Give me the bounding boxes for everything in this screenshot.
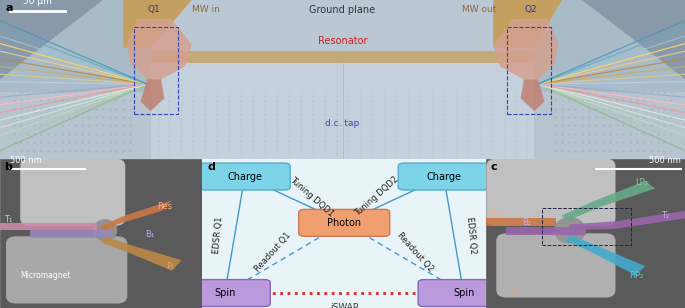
Text: Readout Q2: Readout Q2 xyxy=(395,230,435,274)
Polygon shape xyxy=(582,0,685,79)
Polygon shape xyxy=(570,211,685,230)
Text: b: b xyxy=(4,162,12,172)
Ellipse shape xyxy=(93,219,117,241)
Bar xyxy=(507,27,551,114)
Text: LP₂: LP₂ xyxy=(635,178,648,187)
FancyBboxPatch shape xyxy=(496,233,615,298)
Bar xyxy=(151,51,534,63)
Polygon shape xyxy=(493,0,562,47)
Text: P₁: P₁ xyxy=(166,262,174,271)
Bar xyxy=(542,208,632,245)
Text: Micromagnet: Micromagnet xyxy=(21,271,71,280)
Polygon shape xyxy=(566,235,645,275)
Text: EDSR Q1: EDSR Q1 xyxy=(212,216,224,254)
Text: MW in: MW in xyxy=(192,5,219,14)
Text: Q1: Q1 xyxy=(148,5,160,14)
Polygon shape xyxy=(493,19,558,79)
Polygon shape xyxy=(486,218,556,226)
Bar xyxy=(151,63,534,159)
Polygon shape xyxy=(0,0,151,92)
Polygon shape xyxy=(127,19,192,79)
Text: Q2: Q2 xyxy=(525,5,537,14)
Text: Charge: Charge xyxy=(426,172,461,181)
Polygon shape xyxy=(101,201,172,233)
Text: Spin: Spin xyxy=(214,288,236,298)
Text: Tuning DQD2: Tuning DQD2 xyxy=(353,175,401,218)
Text: Res: Res xyxy=(490,209,506,218)
Text: 500 nm: 500 nm xyxy=(649,156,681,164)
Polygon shape xyxy=(521,79,545,111)
Text: B₂: B₂ xyxy=(522,218,532,227)
Text: P₂: P₂ xyxy=(510,289,519,298)
FancyBboxPatch shape xyxy=(299,209,390,236)
FancyBboxPatch shape xyxy=(418,280,509,306)
Text: d.c. tap: d.c. tap xyxy=(325,119,360,128)
Text: RP₂: RP₂ xyxy=(630,271,644,280)
Polygon shape xyxy=(140,79,164,111)
Text: MW out: MW out xyxy=(462,5,497,14)
FancyBboxPatch shape xyxy=(398,163,489,190)
FancyBboxPatch shape xyxy=(6,236,127,303)
Polygon shape xyxy=(534,0,685,92)
Text: B₁: B₁ xyxy=(145,230,155,239)
Text: Readout Q1: Readout Q1 xyxy=(253,230,293,274)
Text: Photon: Photon xyxy=(327,218,361,228)
Ellipse shape xyxy=(554,217,586,244)
Polygon shape xyxy=(0,0,103,79)
Text: Ground plane: Ground plane xyxy=(310,5,375,15)
Polygon shape xyxy=(101,236,182,271)
Text: iSWAP: iSWAP xyxy=(330,303,358,308)
Text: EDSR Q2: EDSR Q2 xyxy=(464,216,477,254)
FancyBboxPatch shape xyxy=(199,163,290,190)
Text: T₂: T₂ xyxy=(661,211,669,220)
Polygon shape xyxy=(123,0,192,47)
Text: 500 nm: 500 nm xyxy=(10,156,42,164)
Polygon shape xyxy=(562,181,655,221)
Polygon shape xyxy=(30,230,111,238)
FancyBboxPatch shape xyxy=(486,159,615,226)
Polygon shape xyxy=(0,223,97,230)
Text: Spin: Spin xyxy=(453,288,474,298)
Text: c: c xyxy=(490,162,497,172)
FancyBboxPatch shape xyxy=(20,159,125,226)
Text: T₁: T₁ xyxy=(4,215,12,224)
Text: a: a xyxy=(5,3,13,13)
Text: Charge: Charge xyxy=(227,172,262,181)
Bar xyxy=(134,27,178,114)
Polygon shape xyxy=(506,227,586,235)
FancyBboxPatch shape xyxy=(179,280,271,306)
Text: 50 μm: 50 μm xyxy=(23,0,52,6)
Text: Res: Res xyxy=(158,202,173,211)
Polygon shape xyxy=(151,0,534,55)
Text: Resonator: Resonator xyxy=(318,36,367,46)
Text: d: d xyxy=(208,162,216,172)
Text: Tuning DQD1: Tuning DQD1 xyxy=(288,175,335,218)
